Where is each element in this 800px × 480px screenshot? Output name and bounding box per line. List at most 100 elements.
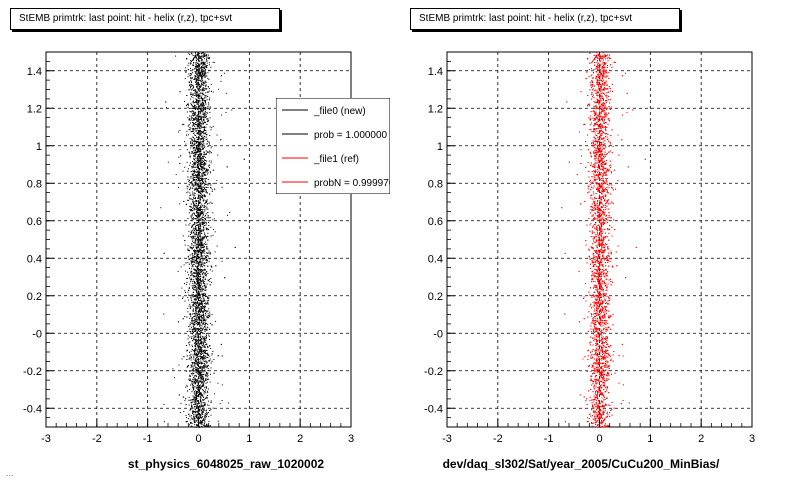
data-point <box>191 94 193 96</box>
data-point <box>195 394 197 396</box>
data-point <box>197 314 198 316</box>
data-point <box>197 293 199 295</box>
data-point <box>197 63 199 64</box>
data-point <box>198 112 200 114</box>
data-point <box>199 116 201 118</box>
data-point <box>204 190 206 192</box>
data-point <box>194 157 196 159</box>
data-point <box>200 253 202 255</box>
data-point <box>193 192 195 194</box>
data-point <box>199 315 201 317</box>
data-point <box>195 106 197 108</box>
data-point <box>189 126 191 128</box>
data-point <box>205 255 207 257</box>
data-point <box>196 136 198 138</box>
data-point <box>205 386 207 388</box>
data-point <box>193 198 195 199</box>
data-point <box>205 241 207 243</box>
data-point <box>190 217 192 219</box>
data-point <box>203 130 205 132</box>
data-point <box>188 235 190 237</box>
data-point <box>202 335 204 337</box>
data-point <box>184 283 185 284</box>
data-point <box>198 230 200 232</box>
data-point <box>201 63 203 65</box>
data-point <box>193 422 195 424</box>
data-point <box>198 59 200 61</box>
data-point <box>205 106 207 108</box>
data-point <box>197 403 199 405</box>
data-point <box>197 129 199 131</box>
data-point <box>193 279 195 281</box>
data-point <box>193 172 195 174</box>
data-point <box>188 212 190 214</box>
data-point <box>195 205 197 207</box>
data-point <box>192 130 193 132</box>
data-point <box>209 167 210 169</box>
data-point <box>199 271 201 273</box>
data-point <box>195 297 197 299</box>
data-point <box>196 184 198 186</box>
data-point <box>199 168 201 170</box>
data-point <box>207 235 209 237</box>
data-point <box>200 85 202 87</box>
data-point <box>200 115 202 117</box>
data-point <box>202 374 204 376</box>
data-point <box>201 408 203 410</box>
data-point <box>196 201 198 203</box>
data-point <box>192 296 194 298</box>
data-point <box>190 118 192 120</box>
data-point <box>200 363 202 365</box>
data-point <box>196 290 197 292</box>
data-point <box>207 215 209 217</box>
data-point <box>190 131 192 133</box>
data-point <box>204 302 206 304</box>
data-point <box>193 392 195 394</box>
data-point <box>210 172 211 174</box>
data-point <box>189 164 191 166</box>
data-point <box>203 196 205 198</box>
data-point <box>198 56 200 58</box>
data-point <box>192 372 194 374</box>
data-point <box>198 209 200 211</box>
data-point <box>178 186 180 188</box>
data-point <box>197 146 199 148</box>
data-point <box>200 232 202 234</box>
data-point <box>199 156 201 158</box>
data-point <box>196 340 198 341</box>
data-point <box>206 112 208 114</box>
data-point <box>198 418 200 420</box>
data-point <box>190 94 192 96</box>
data-point <box>198 215 200 217</box>
data-point <box>199 112 201 114</box>
data-point <box>198 66 200 68</box>
data-point <box>192 183 194 185</box>
data-point <box>199 159 201 161</box>
data-point <box>195 218 197 220</box>
data-point <box>198 256 200 258</box>
data-point <box>197 62 199 64</box>
data-point <box>200 138 202 140</box>
data-point <box>204 415 206 416</box>
data-point <box>198 300 200 302</box>
data-point <box>191 425 193 427</box>
data-point <box>197 52 199 54</box>
data-point <box>188 294 190 296</box>
data-point <box>206 343 207 345</box>
data-point <box>199 227 201 229</box>
data-point <box>193 335 195 337</box>
data-point <box>195 355 197 357</box>
data-point <box>200 218 202 220</box>
data-point <box>197 273 198 274</box>
data-point <box>200 164 202 166</box>
data-point <box>199 108 201 110</box>
data-point <box>208 165 210 167</box>
data-point <box>196 324 198 326</box>
data-point <box>212 91 214 93</box>
data-point <box>203 126 205 128</box>
data-point <box>199 122 201 123</box>
data-point <box>192 309 194 311</box>
data-point <box>207 346 208 348</box>
data-point <box>190 277 192 279</box>
data-point <box>194 114 196 116</box>
